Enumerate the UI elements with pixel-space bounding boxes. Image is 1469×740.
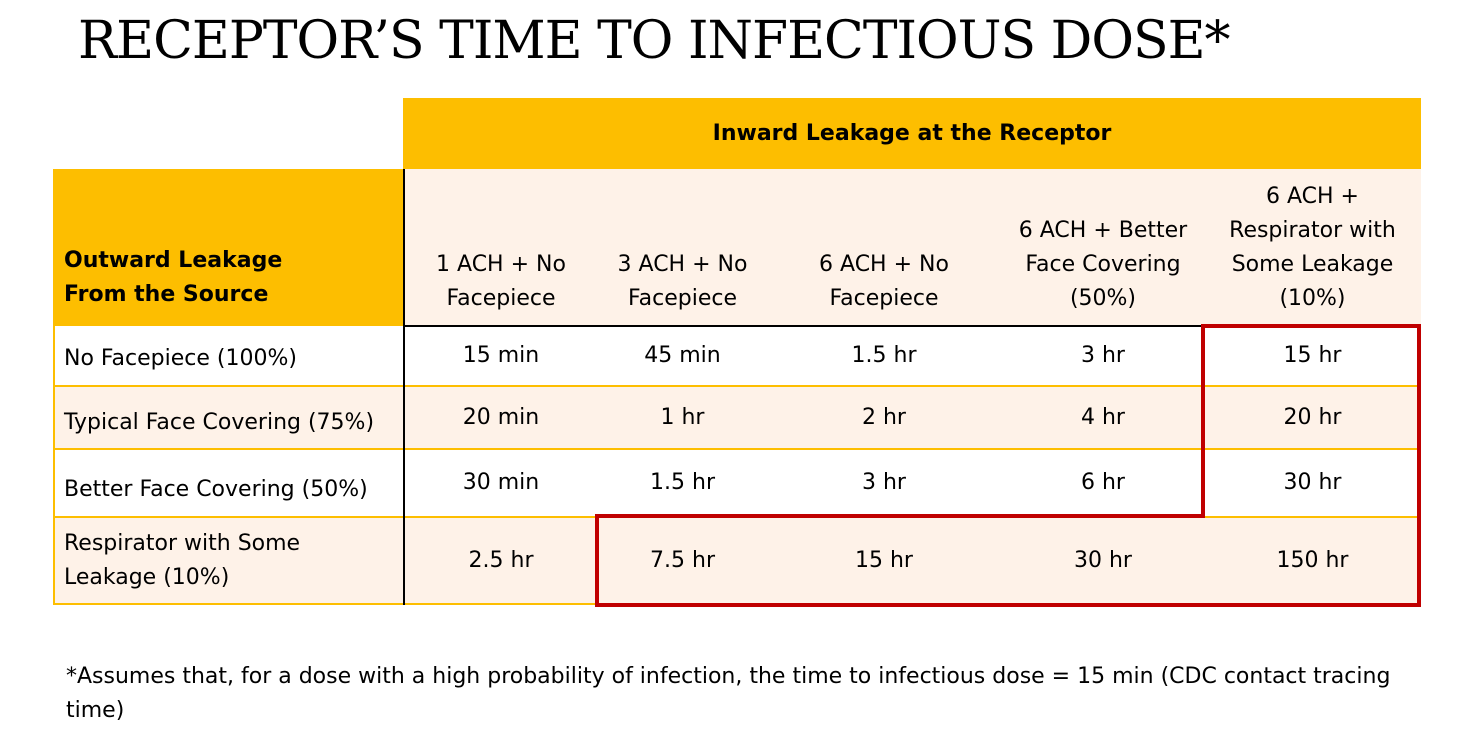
column-header-line: 6 ACH + No — [819, 252, 949, 277]
outward-leakage-header-line1: Outward Leakage — [64, 248, 283, 273]
row-label-line: Leakage (10%) — [64, 565, 230, 590]
row-label: Typical Face Covering (75%) — [53, 386, 403, 449]
row-divider — [53, 448, 1421, 450]
table-cell: 1.5 hr — [599, 449, 766, 517]
column-header-line: Some Leakage — [1231, 252, 1394, 277]
column-header-line: Respirator with — [1229, 218, 1396, 243]
column-header-line: Facepiece — [829, 286, 939, 311]
column-header-line: 6 ACH + Better — [1018, 218, 1188, 243]
column-header-line: (10%) — [1279, 286, 1346, 311]
column-header: 6 ACH + No Facepiece — [766, 169, 1002, 326]
highlight-border — [595, 603, 1421, 607]
column-header-line: 6 ACH + — [1266, 184, 1359, 209]
highlight-border — [595, 514, 599, 607]
highlight-border — [595, 514, 1205, 518]
column-header: 3 ACH + No Facepiece — [599, 169, 766, 326]
table-cell: 15 min — [403, 326, 599, 386]
row-label-line: Respirator with Some — [64, 531, 301, 556]
column-header-line: 1 ACH + No — [436, 252, 566, 277]
column-header-line: (50%) — [1069, 286, 1137, 311]
row-label: Better Face Covering (50%) — [53, 449, 403, 517]
column-header-line: Facepiece — [446, 286, 556, 311]
table-cell: 150 hr — [1204, 517, 1421, 605]
outward-leakage-header: Outward Leakage From the Source — [53, 169, 403, 326]
row-divider — [53, 603, 603, 605]
table-cell: 20 min — [403, 386, 599, 449]
table-cell: 30 hr — [1002, 517, 1204, 605]
table-cell: 30 hr — [1204, 449, 1421, 517]
highlight-border — [1201, 324, 1205, 518]
column-header: 1 ACH + No Facepiece — [403, 169, 599, 326]
header-bottom-divider — [403, 325, 1204, 327]
table-left-border — [53, 326, 55, 605]
row-label: Respirator with Some Leakage (10%) — [53, 517, 403, 605]
page-title: RECEPTOR’S TIME TO INFECTIOUS DOSE* — [78, 11, 1231, 71]
column-header-line: Facepiece — [628, 286, 737, 311]
highlight-border — [1417, 324, 1421, 607]
row-divider — [53, 385, 1421, 387]
table-cell: 4 hr — [1002, 386, 1204, 449]
column-header: 6 ACH + Respirator with Some Leakage (10%) — [1204, 169, 1421, 326]
column-header-line: 3 ACH + No — [617, 252, 748, 277]
table-cell: 15 hr — [766, 517, 1002, 605]
table-cell: 30 min — [403, 449, 599, 517]
table-cell: 1 hr — [599, 386, 766, 449]
inward-leakage-header: Inward Leakage at the Receptor — [403, 98, 1421, 169]
label-column-divider — [403, 169, 405, 605]
table-cell: 2 hr — [766, 386, 1002, 449]
table-cell: 20 hr — [1204, 386, 1421, 449]
row-label: No Facepiece (100%) — [53, 326, 403, 386]
outward-leakage-header-line2: From the Source — [64, 282, 269, 307]
column-header: 6 ACH + Better Face Covering (50%) — [1002, 169, 1204, 326]
table-cell: 7.5 hr — [599, 517, 766, 605]
table-cell: 45 min — [599, 326, 766, 386]
footnote: *Assumes that, for a dose with a high pr… — [66, 664, 1391, 723]
table-cell: 3 hr — [1002, 326, 1204, 386]
table-cell: 1.5 hr — [766, 326, 1002, 386]
table-cell: 15 hr — [1204, 326, 1421, 386]
table-cell: 2.5 hr — [403, 517, 599, 605]
highlight-border — [1204, 324, 1421, 328]
table-cell: 3 hr — [766, 449, 1002, 517]
table-cell: 6 hr — [1002, 449, 1204, 517]
column-header-line: Face Covering — [1025, 252, 1181, 277]
